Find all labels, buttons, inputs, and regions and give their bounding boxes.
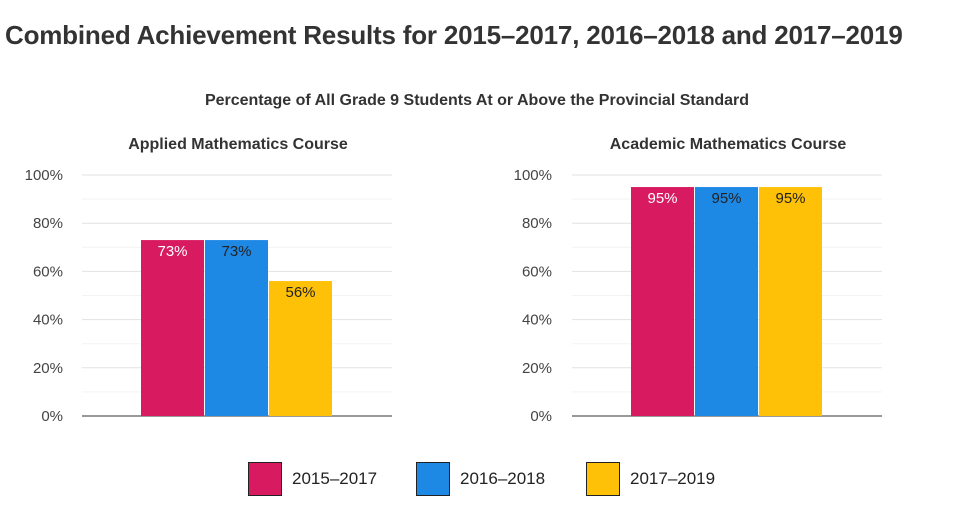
- legend-swatch-2015-2017: [248, 462, 282, 496]
- bar: [759, 187, 822, 416]
- legend: 2015–2017 2016–2018 2017–2019: [0, 462, 954, 498]
- y-tick-label: 80%: [33, 215, 63, 232]
- y-tick-label: 40%: [522, 312, 552, 329]
- y-tick-label: 0%: [41, 408, 63, 425]
- bar-value-label: 95%: [711, 190, 741, 207]
- bar: [205, 240, 268, 416]
- bar-charts: 0% 20% 40% 60% 80% 100% Applied Mathematics Co…: [25, 136, 882, 425]
- bar: [141, 240, 204, 416]
- y-tick-label: 60%: [33, 263, 63, 280]
- bar-value-label: 56%: [285, 284, 315, 301]
- legend-label-2016-2018: 2016–2018: [460, 469, 546, 488]
- y-tick-label: 40%: [33, 312, 63, 329]
- chart-title: Applied Mathematics Course: [128, 136, 348, 153]
- chart-title: Academic Mathematics Course: [610, 136, 847, 153]
- bar-value-label: 73%: [221, 243, 251, 260]
- page-title: Combined Achievement Results for 2015–20…: [5, 20, 903, 50]
- y-tick-label: 60%: [522, 263, 552, 280]
- y-tick-label: 20%: [33, 360, 63, 377]
- legend-label-2015-2017: 2015–2017: [292, 469, 378, 488]
- bar-value-label: 95%: [775, 190, 805, 207]
- legend-swatch-2017-2019: [586, 462, 620, 496]
- legend-swatch-2016-2018: [416, 462, 450, 496]
- bar-value-label: 73%: [157, 243, 187, 260]
- y-tick-label: 0%: [530, 408, 552, 425]
- chart-subtitle: Percentage of All Grade 9 Students At or…: [204, 92, 750, 109]
- bar: [631, 187, 694, 416]
- y-tick-label: 100%: [25, 167, 63, 184]
- bar: [695, 187, 758, 416]
- bar: [269, 281, 332, 416]
- y-tick-label: 20%: [522, 360, 552, 377]
- y-tick-label: 100%: [514, 167, 552, 184]
- bar-value-label: 95%: [647, 190, 677, 207]
- y-tick-label: 80%: [522, 215, 552, 232]
- legend-label-2017-2019: 2017–2019: [630, 469, 716, 488]
